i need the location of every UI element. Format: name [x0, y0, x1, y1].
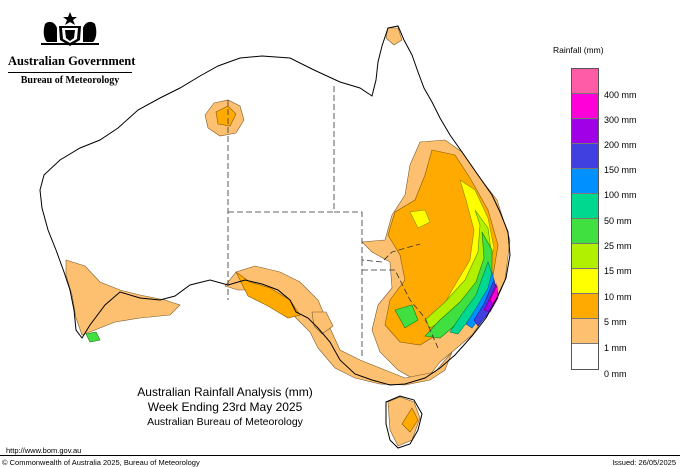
map-title: Australian Rainfall Analysis (mm): [137, 385, 313, 399]
map-title-block: Australian Rainfall Analysis (mm) Week E…: [120, 385, 330, 430]
rain-25mm-areas: [85, 231, 493, 343]
legend-label: 50 mm: [604, 216, 632, 226]
legend-swatch-10: [572, 269, 598, 294]
legend-label: 25 mm: [604, 241, 632, 251]
website-link[interactable]: http://www.bom.gov.au: [6, 446, 82, 455]
legend-swatch-300: [572, 94, 598, 119]
legend-swatch-15: [572, 244, 598, 269]
issued-date: Issued: 26/05/2025: [612, 458, 676, 467]
map-source: Australian Bureau of Meteorology: [147, 416, 303, 428]
legend-swatch-50: [572, 194, 598, 219]
government-logo-block: Australian Government Bureau of Meteorol…: [8, 10, 136, 86]
legend-swatch-1: [572, 319, 598, 344]
legend-label: 100 mm: [604, 190, 637, 200]
legend-label: 15 mm: [604, 266, 632, 276]
legend-swatch-100: [572, 169, 598, 194]
bureau-title: Bureau of Meteorology: [20, 75, 120, 86]
mainland-coastline: [39, 25, 511, 386]
legend-swatch-400: [572, 69, 598, 94]
coat-of-arms-icon: [41, 12, 99, 46]
legend-swatch-0: [572, 344, 598, 369]
tasmania-coastline: [385, 395, 423, 449]
legend-swatch-200: [572, 119, 598, 144]
legend-label: 0 mm: [604, 369, 627, 379]
legend-title: Rainfall (mm): [553, 45, 604, 55]
legend-swatch-5: [572, 294, 598, 319]
header-divider: [8, 72, 132, 73]
legend-label: 5 mm: [604, 317, 627, 327]
state-borders: [227, 86, 439, 356]
legend-label: 400 mm: [604, 90, 637, 100]
legend-swatch-150: [572, 144, 598, 169]
legend-label: 150 mm: [604, 165, 637, 175]
legend-label: 300 mm: [604, 115, 637, 125]
footer-divider: [0, 455, 680, 456]
copyright-notice: © Commonwealth of Australia 2025, Bureau…: [2, 458, 200, 467]
legend-label: 10 mm: [604, 292, 632, 302]
government-title: Australian Government: [8, 54, 136, 68]
legend-swatch-25: [572, 219, 598, 244]
rain-300mm-areas: [489, 284, 499, 305]
legend-label: 200 mm: [604, 140, 637, 150]
legend-label: 1 mm: [604, 343, 627, 353]
map-period: Week Ending 23rd May 2025: [147, 400, 303, 414]
rainfall-legend: [571, 68, 599, 370]
